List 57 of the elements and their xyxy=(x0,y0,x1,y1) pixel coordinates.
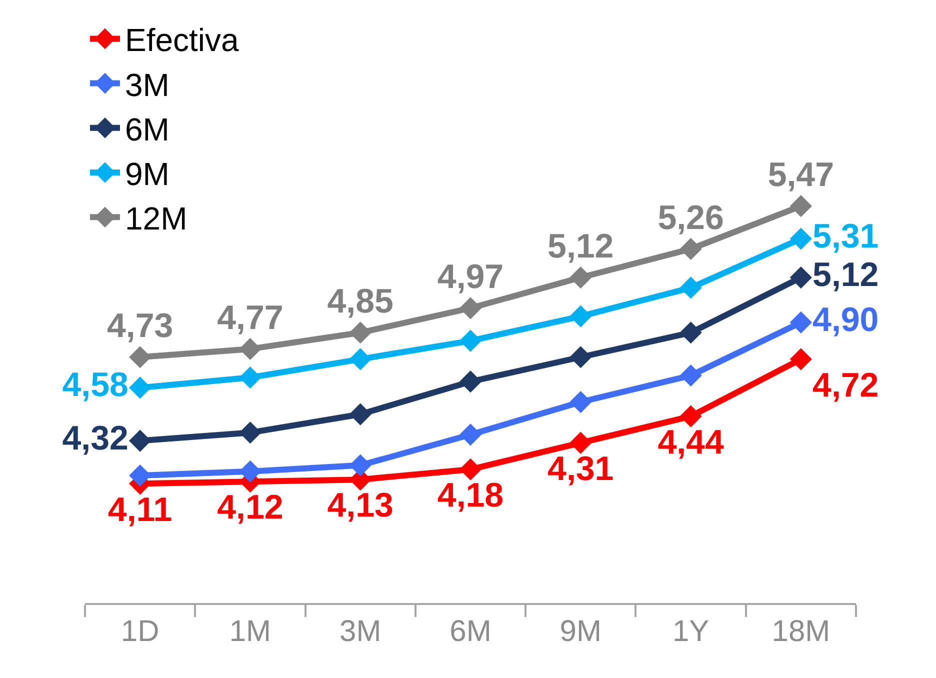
data-label: 4,13 xyxy=(327,486,394,525)
point xyxy=(680,238,702,260)
data-label: 4,72 xyxy=(812,366,879,404)
data-label: 5,47 xyxy=(768,156,834,194)
point xyxy=(790,311,812,334)
point xyxy=(349,322,372,344)
point xyxy=(570,390,592,414)
data-label: 4,85 xyxy=(327,282,394,321)
point xyxy=(349,348,372,370)
legend-label: 3M xyxy=(125,66,170,103)
data-label: 4,11 xyxy=(108,490,172,529)
point xyxy=(239,338,262,360)
data-label: 4,97 xyxy=(437,258,504,296)
point xyxy=(570,432,592,454)
point xyxy=(680,364,702,387)
point xyxy=(680,405,702,428)
legend-label: 12M xyxy=(125,200,188,237)
data-label: 4,90 xyxy=(812,300,879,339)
data-label: 4,73 xyxy=(106,306,174,345)
data-label: 4,18 xyxy=(437,476,504,514)
point xyxy=(459,297,482,320)
point xyxy=(239,366,262,389)
data-label: 4,31 xyxy=(548,450,614,488)
point xyxy=(129,376,152,399)
point xyxy=(459,370,482,393)
legend-label: Efectiva xyxy=(125,22,240,58)
point xyxy=(239,422,262,444)
x-tick-label: 3M xyxy=(340,615,382,648)
point xyxy=(570,346,592,368)
data-label: 4,32 xyxy=(62,419,128,458)
point xyxy=(790,228,812,250)
point xyxy=(349,403,372,426)
data-label: 4,12 xyxy=(217,488,284,527)
point xyxy=(790,266,812,289)
data-label: 5,26 xyxy=(658,198,724,237)
x-tick-label: 6M xyxy=(450,615,492,648)
x-tick-label: 1D xyxy=(120,615,160,648)
point xyxy=(459,330,482,352)
point xyxy=(790,195,812,218)
data-label: 4,44 xyxy=(658,423,724,462)
data-label: 5,12 xyxy=(812,256,879,294)
x-tick-label: 1Y xyxy=(672,615,710,648)
point xyxy=(570,266,592,289)
point xyxy=(680,276,702,299)
data-label: 4,58 xyxy=(62,366,128,404)
data-label: 5,31 xyxy=(812,217,879,256)
legend-label: 9M xyxy=(125,156,170,192)
x-tick-label: 18M xyxy=(772,615,830,648)
legend-label: 6M xyxy=(125,111,170,148)
point xyxy=(459,424,482,446)
x-tick-label: 9M xyxy=(560,615,602,648)
x-tick-label: 1M xyxy=(229,615,272,648)
point xyxy=(570,305,592,328)
point xyxy=(680,322,702,344)
data-label: 5,12 xyxy=(548,227,614,266)
data-label: 4,77 xyxy=(217,298,284,337)
point xyxy=(790,348,812,370)
